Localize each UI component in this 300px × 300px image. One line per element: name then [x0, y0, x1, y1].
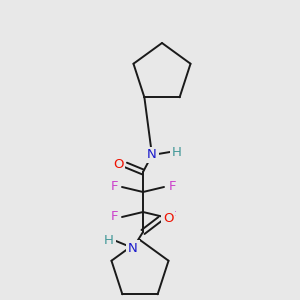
Text: F: F	[110, 211, 118, 224]
Text: O: O	[113, 158, 123, 172]
Text: F: F	[110, 181, 118, 194]
Text: F: F	[168, 181, 176, 194]
Text: F: F	[168, 211, 176, 224]
Text: H: H	[104, 235, 114, 248]
Text: N: N	[128, 242, 138, 254]
Text: N: N	[147, 148, 157, 161]
Text: O: O	[163, 212, 173, 226]
Text: H: H	[172, 146, 182, 158]
